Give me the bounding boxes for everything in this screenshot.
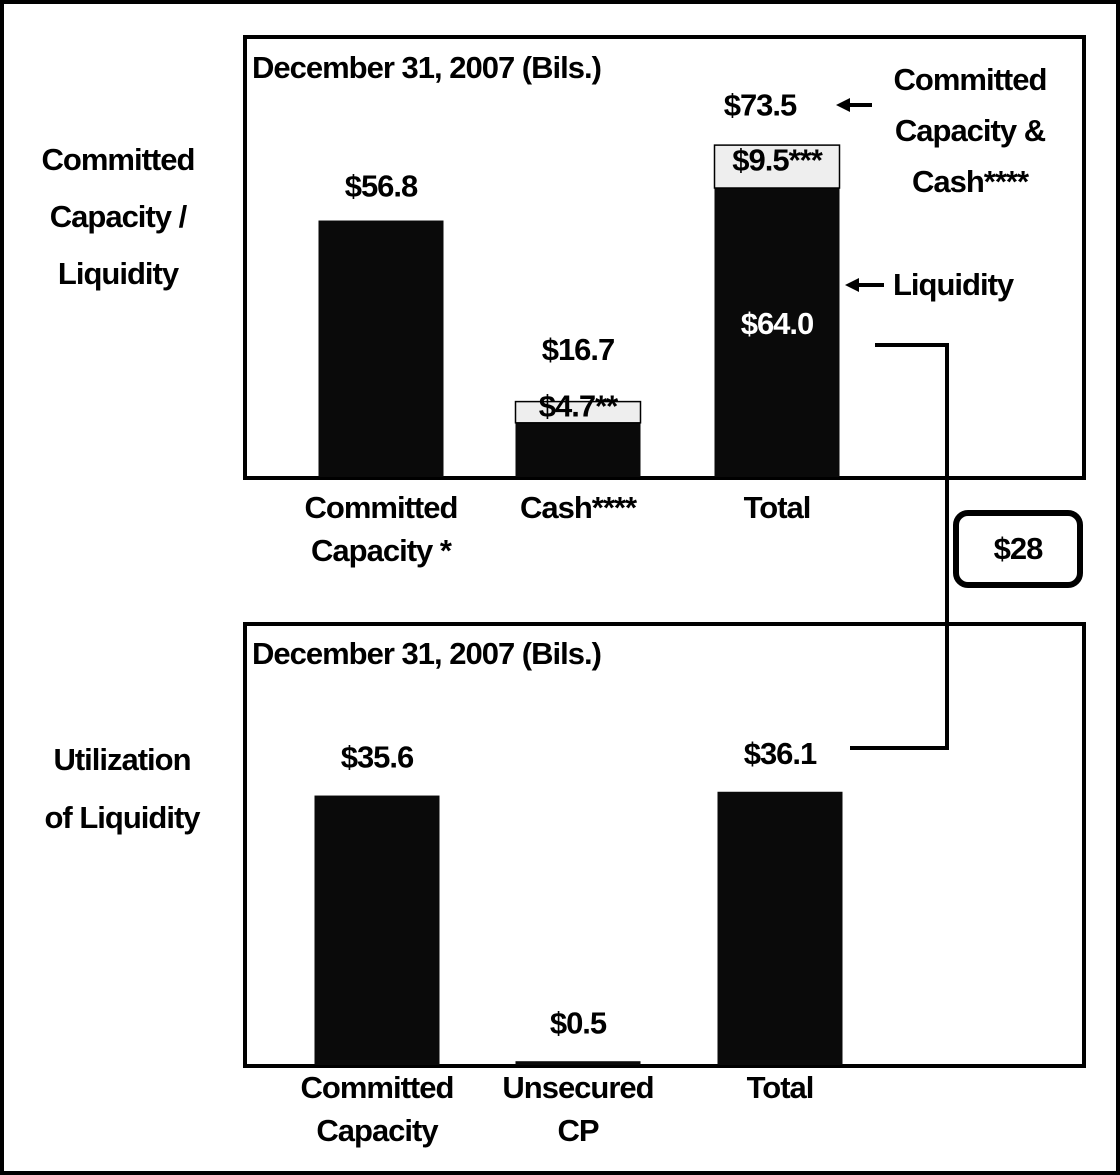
- annotation: Liquidity: [893, 267, 1015, 302]
- connector-line: [850, 343, 949, 750]
- annotation: Cash****: [912, 164, 1030, 199]
- value-label: $64.0: [741, 306, 814, 341]
- side-label: Utilization: [53, 742, 190, 777]
- bar-segment: [714, 188, 840, 477]
- x-tick-label: Total: [744, 490, 811, 525]
- arrow-head: [836, 98, 850, 112]
- side-label: Liquidity: [58, 256, 180, 291]
- side-label: Capacity /: [50, 199, 188, 234]
- value-label: $9.5***: [732, 143, 823, 178]
- total-label: $73.5: [724, 87, 797, 122]
- value-label: $56.8: [345, 169, 418, 204]
- value-label: $35.6: [341, 740, 414, 775]
- arrow-head: [845, 278, 859, 292]
- side-label: of Liquidity: [44, 800, 201, 835]
- annotation: Capacity &: [895, 113, 1046, 148]
- x-tick-label: Total: [747, 1070, 814, 1105]
- x-tick-label: Capacity: [316, 1113, 439, 1148]
- total-label: $16.7: [542, 332, 615, 367]
- connector-box: [953, 510, 1083, 588]
- x-tick-label: Capacity *: [311, 533, 453, 568]
- bar: [314, 795, 440, 1065]
- side-label: Committed: [42, 142, 195, 177]
- x-tick-label: Committed: [305, 490, 458, 525]
- bar: [515, 1061, 641, 1065]
- annotation: Committed: [894, 62, 1047, 97]
- value-label: $36.1: [744, 736, 817, 771]
- connector-label: $28: [994, 531, 1043, 566]
- bar-segment: [713, 144, 841, 189]
- bar: [717, 791, 843, 1065]
- x-tick-label: Cash****: [520, 490, 638, 525]
- bar-segment: [318, 220, 444, 477]
- panel-frame: [243, 622, 1086, 1068]
- x-tick-label: Unsecured: [502, 1070, 653, 1105]
- bar-segment: [515, 422, 641, 477]
- panel-title: December 31, 2007 (Bils.): [252, 636, 601, 671]
- value-label: $0.5: [550, 1005, 607, 1040]
- bar-segment: [514, 400, 642, 424]
- x-tick-label: CP: [557, 1113, 598, 1148]
- panel-title: December 31, 2007 (Bils.): [252, 50, 601, 85]
- panel-frame: [243, 35, 1086, 480]
- x-tick-label: Committed: [301, 1070, 454, 1105]
- value-label: $4.7**: [539, 388, 619, 423]
